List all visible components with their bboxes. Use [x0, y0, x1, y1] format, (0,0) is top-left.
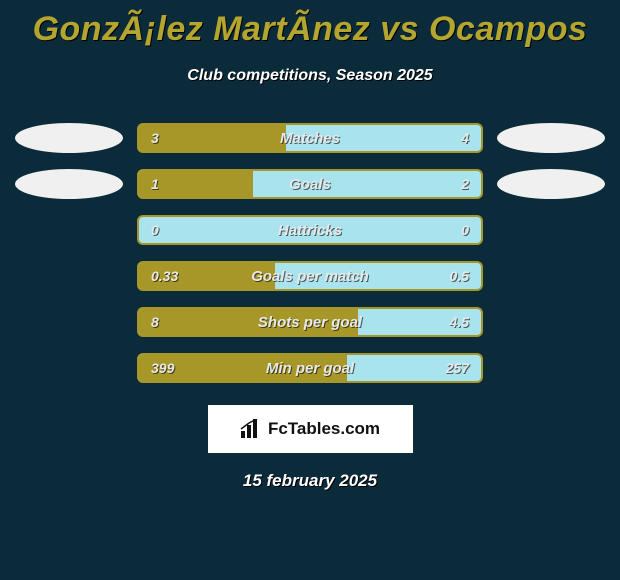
metric-bar: 8Shots per goal4.5: [137, 307, 483, 337]
metric-bar-fill: [139, 171, 253, 197]
metric-row: 0Hattricks0: [10, 215, 610, 245]
page-title: GonzÃ¡lez MartÃ­nez vs Ocampos: [0, 0, 620, 49]
metric-row: 3Matches4: [10, 123, 610, 153]
metric-bar-fill: [139, 355, 347, 381]
metric-value-right: 0.5: [450, 263, 469, 289]
comparison-card: GonzÃ¡lez MartÃ­nez vs Ocampos Club comp…: [0, 0, 620, 580]
metric-row: 8Shots per goal4.5: [10, 307, 610, 337]
metric-bar: 1Goals2: [137, 169, 483, 199]
metric-value-right: 257: [446, 355, 469, 381]
bar-chart-icon: [240, 419, 262, 439]
metric-value-right: 0: [461, 217, 469, 243]
metric-row: 0.33Goals per match0.5: [10, 261, 610, 291]
player-avatar-left: [15, 169, 123, 199]
brand-logo[interactable]: FcTables.com: [208, 405, 413, 453]
player-avatar-right: [497, 169, 605, 199]
metric-value-right: 4: [461, 125, 469, 151]
brand-text: FcTables.com: [268, 419, 380, 439]
metric-rows: 3Matches4 1Goals2 0Hattricks0 0.33Goals per…: [0, 123, 620, 383]
metric-bar: 399Min per goal257: [137, 353, 483, 383]
metric-bar: 0.33Goals per match0.5: [137, 261, 483, 291]
page-subtitle: Club competitions, Season 2025: [0, 67, 620, 85]
metric-value-left: 0: [151, 217, 159, 243]
date-text: 15 february 2025: [0, 471, 620, 491]
metric-bar-fill: [139, 309, 358, 335]
metric-bar-fill: [139, 125, 286, 151]
metric-value-right: 4.5: [450, 309, 469, 335]
metric-value-right: 2: [461, 171, 469, 197]
metric-row: 399Min per goal257: [10, 353, 610, 383]
player-avatar-right: [497, 123, 605, 153]
metric-row: 1Goals2: [10, 169, 610, 199]
metric-bar: 0Hattricks0: [137, 215, 483, 245]
metric-bar: 3Matches4: [137, 123, 483, 153]
metric-label: Hattricks: [139, 217, 481, 243]
player-avatar-left: [15, 123, 123, 153]
metric-bar-fill: [139, 263, 275, 289]
